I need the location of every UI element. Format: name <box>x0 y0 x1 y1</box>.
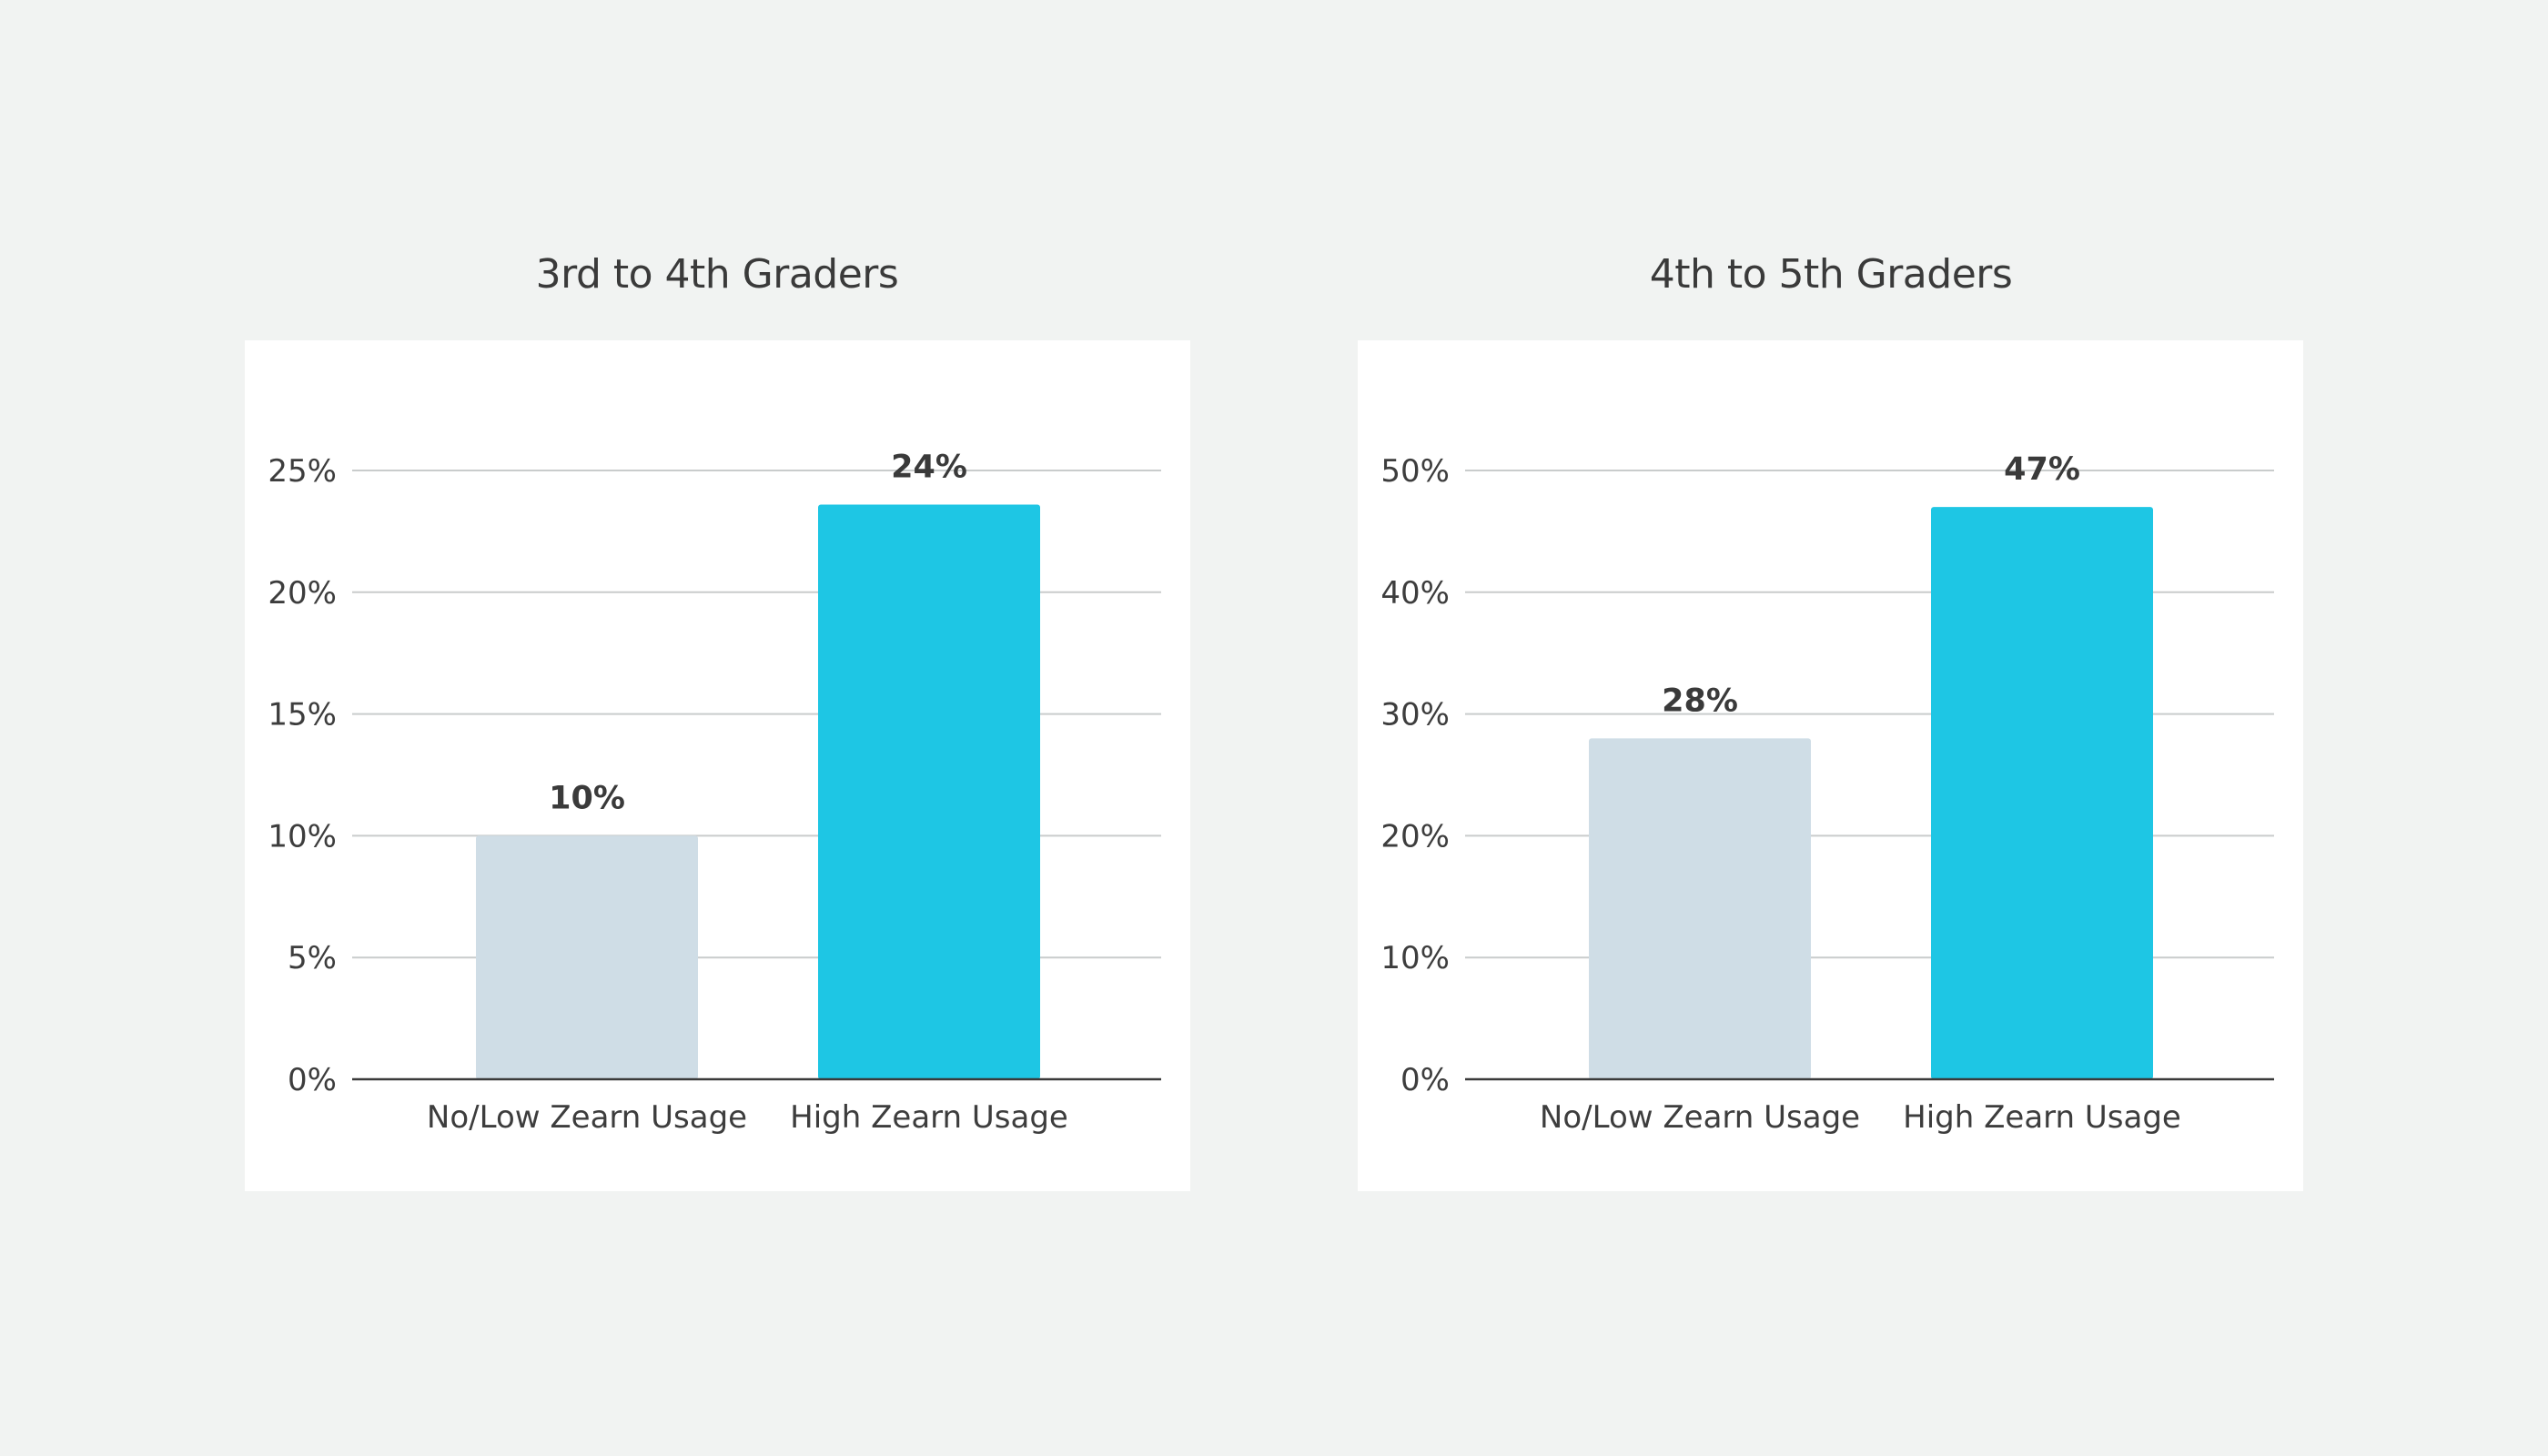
y-tick-label: 50% <box>1380 453 1450 490</box>
y-tick-label: 30% <box>1380 697 1450 733</box>
x-tick-label: High Zearn Usage <box>1903 1099 2181 1136</box>
y-tick-label: 20% <box>268 575 337 612</box>
chart-card-right: 0% 10% 20% 30% 40% 50% 28% No/Low Zearn Usage 47… <box>1358 340 2303 1191</box>
bar-chart-right: 0% 10% 20% 30% 40% 50% 28% No/Low Zearn Usage 47… <box>1380 451 2274 1136</box>
bar <box>476 835 698 1079</box>
y-tick-label: 25% <box>268 453 337 490</box>
y-tick-label: 15% <box>268 697 337 733</box>
y-tick-label: 0% <box>288 1062 337 1098</box>
y-tick-label: 20% <box>1380 818 1450 854</box>
bar <box>818 504 1040 1079</box>
y-tick-label: 10% <box>268 818 337 854</box>
y-tick-label: 0% <box>1400 1062 1450 1098</box>
bar <box>1931 507 2153 1079</box>
y-tick-label: 5% <box>288 940 337 976</box>
chart-title-right: 4th to 5th Graders <box>1649 251 2013 298</box>
chart-title-left: 3rd to 4th Graders <box>535 251 899 298</box>
y-tick-label: 10% <box>1380 940 1450 976</box>
x-tick-label: High Zearn Usage <box>790 1099 1068 1136</box>
y-tick-label: 40% <box>1380 575 1450 612</box>
chart-card-left: 0% 5% 10% 15% 20% 25% 10% No/Low Zearn Usage 24%… <box>245 340 1190 1191</box>
bar-chart-left: 0% 5% 10% 15% 20% 25% 10% No/Low Zearn Usage 24%… <box>268 449 1161 1136</box>
data-label: 24% <box>891 449 967 485</box>
x-tick-label: No/Low Zearn Usage <box>1540 1099 1860 1136</box>
data-label: 28% <box>1662 682 1738 719</box>
data-label: 47% <box>2004 451 2080 488</box>
bar <box>1589 738 1811 1079</box>
x-tick-label: No/Low Zearn Usage <box>427 1099 747 1136</box>
data-label: 10% <box>549 780 625 816</box>
